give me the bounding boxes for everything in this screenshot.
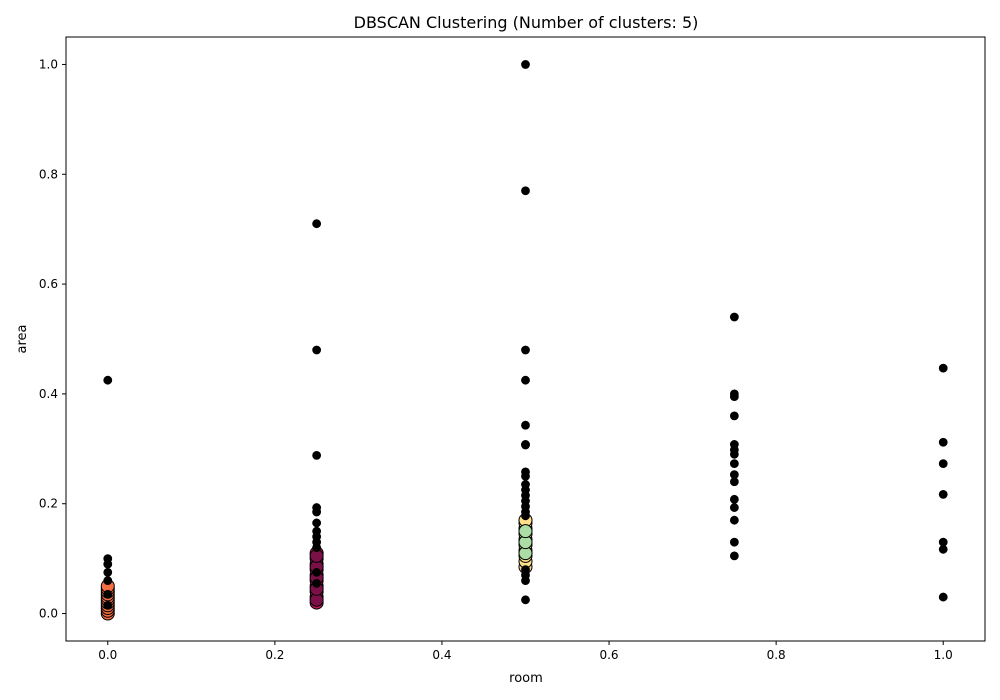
x-tick-label: 0.8 (767, 648, 786, 662)
noise-point (312, 451, 322, 460)
noise-point (521, 471, 530, 481)
x-tick-label: 0.6 (599, 648, 618, 662)
noise-point (938, 437, 948, 447)
noise-point (312, 518, 322, 528)
y-tick-label: 0.6 (39, 277, 58, 291)
noise-point (521, 375, 530, 385)
y-tick-label: 1.0 (39, 57, 58, 71)
noise-point (938, 544, 948, 554)
noise-point (312, 543, 322, 553)
plot-frame (65, 36, 986, 642)
noise-point (938, 363, 948, 373)
noise-point (729, 551, 739, 561)
noise-point (729, 312, 739, 322)
noise-point (521, 595, 530, 605)
y-axis-label: area (15, 325, 30, 354)
chart-title: DBSCAN Clustering (Number of clusters: 5… (354, 13, 699, 32)
noise-point (521, 345, 530, 355)
noise-point (729, 503, 739, 512)
cluster-point (518, 524, 533, 539)
noise-point (103, 589, 113, 599)
noise-point (729, 537, 739, 547)
noise-point (521, 60, 530, 69)
noise-point (729, 477, 739, 487)
y-axis: 0.0 0.2 0.4 0.6 0.8 1.0 (39, 57, 66, 621)
x-axis: 0.0 0.2 0.4 0.6 0.8 1.0 (98, 641, 953, 662)
noise-point (312, 219, 322, 229)
noise-point (729, 411, 739, 421)
noise-point (521, 186, 530, 196)
y-tick-label: 0.4 (39, 387, 58, 401)
x-tick-label: 0.2 (265, 648, 284, 662)
noise-point (938, 592, 948, 602)
noise-point (103, 600, 113, 610)
noise-point (729, 515, 739, 525)
noise-point (103, 576, 113, 585)
noise-point (938, 489, 948, 499)
y-tick-label: 0.2 (39, 497, 58, 511)
noise-point (103, 567, 113, 577)
noise-point (312, 567, 322, 577)
noise-point (312, 507, 322, 517)
noise-point (521, 511, 530, 521)
x-tick-label: 0.4 (432, 648, 451, 662)
points-layer (100, 60, 948, 621)
x-axis-label: room (509, 671, 543, 686)
noise-point (729, 449, 739, 459)
y-tick-label: 0.0 (39, 607, 58, 621)
noise-point (521, 576, 530, 585)
noise-point (729, 392, 739, 402)
noise-point (729, 459, 739, 469)
x-tick-label: 0.0 (98, 648, 117, 662)
noise-point (729, 494, 739, 504)
noise-point (312, 345, 322, 355)
noise-point (103, 375, 113, 385)
x-tick-label: 1.0 (934, 648, 953, 662)
noise-point (521, 440, 530, 450)
noise-point (103, 559, 113, 569)
noise-point (938, 459, 948, 469)
noise-point (521, 420, 530, 430)
y-tick-label: 0.8 (39, 167, 58, 181)
noise-point (312, 578, 322, 588)
